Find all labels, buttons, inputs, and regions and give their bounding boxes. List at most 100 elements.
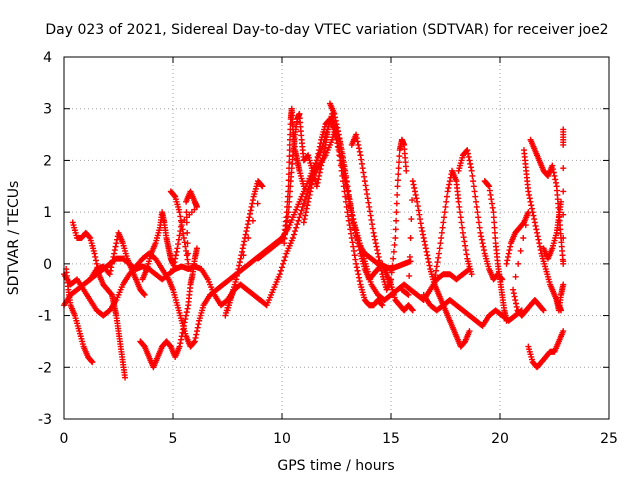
- data-point: [417, 216, 424, 223]
- data-point: [312, 164, 319, 171]
- data-point: [346, 222, 353, 229]
- axis-ticks: [63, 56, 610, 420]
- data-point: [406, 253, 413, 260]
- data-point: [432, 272, 439, 279]
- data-point: [440, 219, 447, 226]
- data-point: [530, 212, 537, 219]
- data-point: [410, 181, 417, 188]
- data-point: [111, 247, 118, 254]
- data-point: [305, 195, 312, 202]
- y-tick-label: -3: [38, 412, 52, 428]
- data-point: [281, 257, 288, 264]
- series-s20: [503, 209, 547, 319]
- data-point: [361, 178, 368, 185]
- data-point: [310, 171, 317, 178]
- data-point: [558, 198, 565, 205]
- data-point: [332, 114, 339, 121]
- data-point: [489, 204, 496, 211]
- data-point: [300, 183, 307, 190]
- data-point: [340, 157, 347, 164]
- series-s5: [87, 229, 148, 298]
- data-point: [314, 179, 321, 186]
- data-point: [280, 260, 287, 267]
- data-point: [491, 224, 498, 231]
- data-point: [289, 235, 296, 241]
- data-point: [178, 333, 185, 340]
- data-point: [539, 306, 546, 313]
- data-point: [357, 152, 364, 159]
- data-point: [395, 165, 402, 172]
- data-point: [318, 159, 325, 166]
- data-point: [394, 191, 401, 198]
- data-points: [61, 100, 567, 381]
- data-point: [302, 212, 309, 219]
- data-point: [298, 207, 305, 214]
- x-tick-label: 15: [382, 431, 400, 447]
- data-point: [177, 336, 184, 343]
- data-point: [313, 157, 320, 164]
- series-s6: [137, 245, 200, 371]
- data-point: [308, 185, 315, 192]
- data-point: [315, 176, 322, 183]
- series-s1: [61, 121, 414, 309]
- data-point: [414, 198, 421, 205]
- x-tick-label: 0: [60, 431, 69, 447]
- data-point: [378, 267, 385, 274]
- data-point: [433, 263, 440, 270]
- data-point: [170, 266, 176, 273]
- data-point: [178, 219, 185, 226]
- data-point: [351, 252, 358, 259]
- data-point: [279, 264, 285, 271]
- data-point: [435, 250, 442, 257]
- data-point: [111, 250, 118, 257]
- data-point: [316, 172, 323, 179]
- data-point: [184, 256, 191, 263]
- data-point: [393, 209, 400, 216]
- data-point: [286, 153, 293, 160]
- series-s16: [420, 291, 525, 329]
- data-point: [390, 248, 397, 255]
- data-point: [348, 204, 355, 211]
- data-point: [560, 165, 567, 172]
- data-point: [388, 269, 395, 276]
- data-point: [480, 243, 487, 250]
- data-point: [407, 235, 414, 241]
- data-point: [181, 239, 188, 246]
- data-point: [408, 216, 415, 223]
- data-point: [456, 203, 463, 210]
- data-point: [300, 200, 307, 207]
- y-tick-label: 4: [43, 50, 52, 66]
- data-point: [184, 229, 191, 236]
- data-point: [469, 172, 476, 179]
- y-axis-label: SDTVAR / TECUs: [6, 181, 22, 296]
- data-point: [339, 153, 346, 160]
- data-point: [122, 374, 129, 381]
- data-point: [195, 321, 202, 328]
- data-point: [356, 247, 363, 254]
- data-point: [420, 235, 427, 241]
- data-point: [333, 136, 340, 143]
- data-point: [172, 252, 179, 259]
- data-point: [377, 260, 384, 267]
- data-point: [313, 160, 320, 167]
- data-point: [233, 276, 240, 283]
- data-point: [513, 303, 520, 310]
- data-point: [301, 216, 308, 223]
- data-point: [467, 160, 474, 167]
- data-point: [358, 156, 365, 163]
- data-point: [316, 147, 323, 154]
- data-point: [355, 271, 362, 278]
- data-point: [412, 191, 419, 198]
- data-point: [331, 110, 338, 117]
- data-point: [172, 255, 179, 262]
- data-point: [313, 183, 320, 190]
- data-point: [376, 257, 383, 264]
- data-point: [473, 203, 480, 210]
- data-point: [307, 188, 314, 195]
- data-point: [89, 359, 96, 366]
- data-point: [365, 199, 372, 206]
- data-point: [552, 179, 559, 186]
- data-point: [316, 143, 323, 150]
- data-point: [353, 135, 360, 142]
- data-point: [510, 286, 517, 293]
